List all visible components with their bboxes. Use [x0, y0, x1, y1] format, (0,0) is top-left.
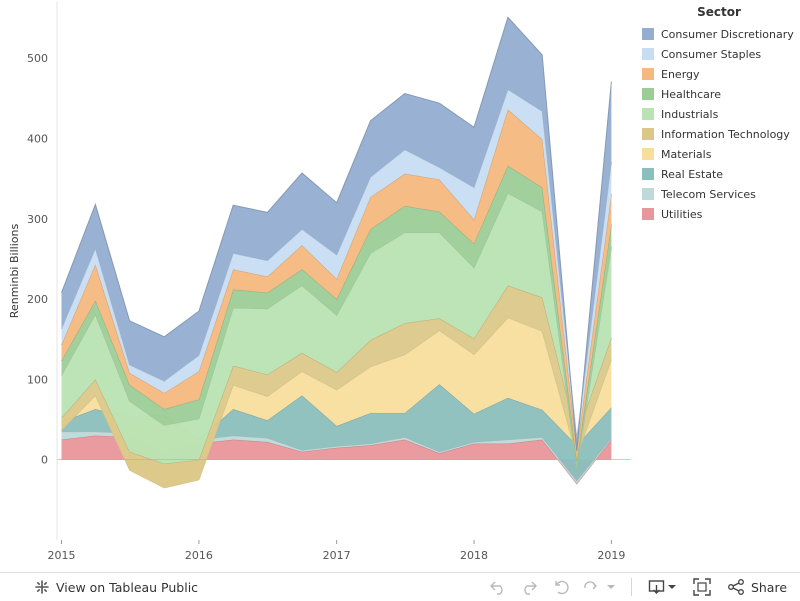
legend-swatch: [642, 188, 654, 200]
y-tick-label: 0: [41, 454, 48, 467]
legend-swatch: [642, 28, 654, 40]
tableau-logo-icon: [35, 580, 49, 594]
undo-button[interactable]: [483, 573, 513, 601]
download-button[interactable]: [644, 573, 682, 601]
legend-swatch: [642, 168, 654, 180]
legend-label: Consumer Discretionary: [661, 27, 794, 41]
refresh-dropdown-button[interactable]: [603, 573, 619, 601]
y-tick-label: 300: [27, 213, 48, 226]
y-tick-label: 500: [27, 52, 48, 65]
revert-icon: [555, 580, 569, 595]
legend-swatch: [642, 208, 654, 220]
y-tick-label: 100: [27, 373, 48, 386]
legend-item[interactable]: Healthcare: [640, 84, 798, 104]
line-consumer-discretionary: [61, 16, 612, 451]
toolbar-divider: [631, 578, 632, 596]
y-axis-title: Renminbi Billions: [8, 224, 21, 319]
legend-label: Utilities: [661, 207, 703, 221]
download-icon: [648, 580, 676, 594]
share-label: Share: [750, 579, 788, 595]
legend-item[interactable]: Energy: [640, 64, 798, 84]
legend-label: Industrials: [661, 107, 719, 121]
area-consumer-staples[interactable]: [61, 89, 612, 451]
share-icon: [728, 579, 744, 595]
area-layers: [61, 16, 612, 489]
legend-title: Sector: [697, 5, 741, 19]
legend-item[interactable]: Consumer Discretionary: [640, 24, 798, 44]
area-information-technology[interactable]: [61, 285, 612, 488]
x-tick-label: 2018: [460, 549, 488, 562]
x-tick-label: 2015: [48, 549, 76, 562]
legend-label: Materials: [661, 147, 712, 161]
legend-swatch: [642, 48, 654, 60]
legend-item[interactable]: Information Technology: [640, 124, 798, 144]
area-real-estate[interactable]: [61, 384, 612, 481]
legend-label: Telecom Services: [661, 187, 756, 201]
fullscreen-icon: [693, 578, 711, 596]
x-axis: 2015 2016 2017 2018 2019: [48, 540, 625, 562]
undo-icon: [490, 581, 503, 595]
legend-label: Healthcare: [661, 87, 721, 101]
legend-item[interactable]: Materials: [640, 144, 798, 164]
x-tick-label: 2016: [185, 549, 213, 562]
x-tick-label: 2017: [323, 549, 351, 562]
refresh-icon: [584, 581, 597, 590]
legend-item[interactable]: Industrials: [640, 104, 798, 124]
legend-label: Information Technology: [661, 127, 790, 141]
toolbar-actions: Share: [483, 573, 800, 601]
refresh-button[interactable]: [579, 573, 603, 601]
area-consumer-discretionary[interactable]: [61, 17, 612, 451]
legend-item[interactable]: Real Estate: [640, 164, 798, 184]
legend-swatch: [642, 108, 654, 120]
share-button[interactable]: Share: [722, 573, 792, 601]
legend: Sector Consumer Discretionary Consumer St…: [640, 4, 798, 224]
chart-area: 0 100 200 300 400 500 Renminbi Billions 2015 201…: [8, 2, 798, 562]
legend-item[interactable]: Telecom Services: [640, 184, 798, 204]
redo-icon: [524, 581, 537, 595]
tableau-toolbar: View on Tableau Public Share: [0, 572, 800, 601]
legend-item[interactable]: Utilities: [640, 204, 798, 224]
redo-button[interactable]: [513, 573, 545, 601]
legend-label: Real Estate: [661, 167, 724, 181]
legend-label: Energy: [661, 67, 700, 81]
legend-swatch: [642, 88, 654, 100]
chevron-down-icon: [607, 585, 615, 589]
y-tick-label: 400: [27, 133, 48, 146]
legend-item[interactable]: Consumer Staples: [640, 44, 798, 64]
view-on-tableau-label: View on Tableau Public: [56, 579, 199, 595]
area-industrials[interactable]: [61, 193, 612, 468]
legend-label: Consumer Staples: [661, 47, 762, 61]
legend-swatch: [642, 128, 654, 140]
view-on-tableau-button[interactable]: View on Tableau Public: [34, 579, 198, 595]
legend-swatch: [642, 148, 654, 160]
legend-items: Consumer Discretionary Consumer Staples En…: [640, 24, 798, 224]
y-tick-label: 200: [27, 293, 48, 306]
fullscreen-button[interactable]: [682, 573, 722, 601]
x-tick-label: 2019: [597, 549, 625, 562]
legend-swatch: [642, 68, 654, 80]
y-axis: 0 100 200 300 400 500 Renminbi Billions: [8, 52, 48, 466]
area-energy[interactable]: [61, 109, 612, 462]
revert-button[interactable]: [545, 573, 579, 601]
